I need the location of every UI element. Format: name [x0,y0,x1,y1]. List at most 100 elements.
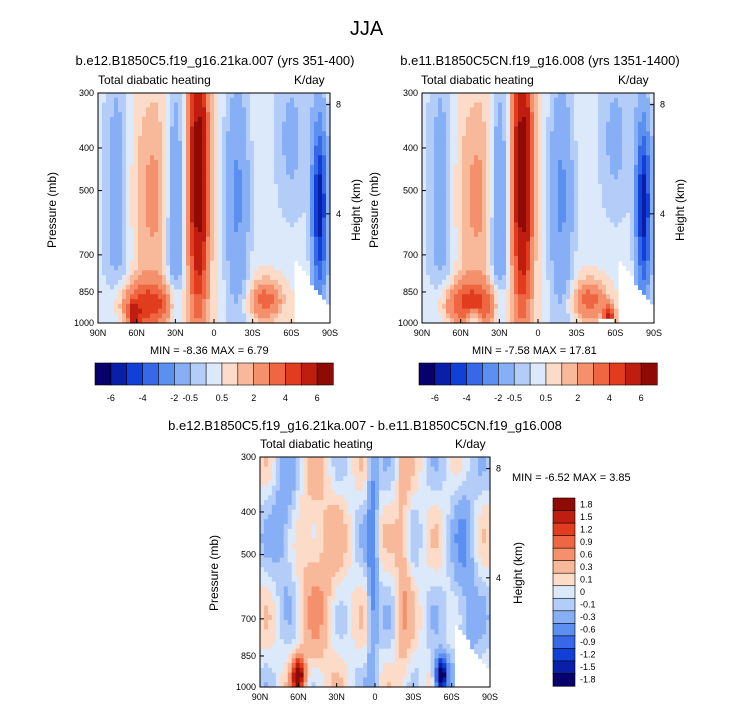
heatmap-cell [138,179,143,185]
heatmap-cell [154,289,159,295]
heatmap-cell [258,241,263,247]
heatmap-cell [538,160,543,166]
heatmap-cell [474,279,479,286]
heatmap-cell [466,294,471,300]
heatmap-cell [538,179,543,185]
heatmap-cell [142,193,147,200]
heatmap-cell [226,136,231,142]
heatmap-cell [546,303,551,310]
heatmap-cell [450,299,455,305]
heatmap-cell [322,93,327,99]
heatmap-cell [566,140,571,147]
heatmap-cell [302,231,307,238]
heatmap-cell [290,188,295,195]
heatmap-cell [574,188,579,195]
heatmap-cell [562,102,567,108]
heatmap-cell [326,299,331,305]
heatmap-cell [474,121,479,128]
heatmap-cell [554,308,559,315]
heatmap-cell [494,136,499,142]
heatmap-cell [318,93,323,99]
heatmap-cell [218,116,223,123]
heatmap-cell [102,289,107,295]
heatmap-cell [138,112,143,118]
heatmap-cell [126,231,131,238]
heatmap-cell [522,169,527,176]
heatmap-cell [442,136,447,142]
heatmap-cell [266,93,271,99]
heatmap-cell [566,174,571,180]
heatmap-cell [222,299,227,305]
heatmap-cell [270,97,275,104]
heatmap-cell [254,203,259,209]
heatmap-cell [578,131,583,137]
heatmap-cell [206,126,211,132]
heatmap-cell [534,155,539,161]
heatmap-cell [498,222,503,228]
heatmap-cell [474,193,479,200]
heatmap-cell [450,160,455,166]
heatmap-cell [502,174,507,180]
heatmap-cell [498,184,503,190]
heatmap-cell [306,126,311,132]
heatmap-cell [178,155,183,161]
heatmap-cell [474,270,479,276]
heatmap-cell [506,126,511,132]
heatmap-cell [538,208,543,214]
heatmap-cell [306,184,311,190]
heatmap-cell [122,179,127,185]
heatmap-cell [550,255,555,262]
heatmap-cell [582,227,587,233]
heatmap-cell [518,279,523,286]
heatmap-cell [242,217,247,223]
heatmap-cell [430,303,435,310]
heatmap-cell [542,102,547,108]
heatmap-cell [210,116,215,123]
heatmap-cell [486,222,491,228]
heatmap-cell [198,227,203,233]
heatmap-cell [558,179,563,185]
heatmap-cell [558,150,563,156]
heatmap-cell [190,231,195,238]
heatmap-cell [594,279,599,286]
heatmap-cell [230,208,235,214]
heatmap-cell [246,227,251,233]
heatmap-cell [466,275,471,281]
heatmap-cell [602,112,607,118]
heatmap-cell [454,193,459,200]
heatmap-cell [542,275,547,281]
heatmap-cell [230,251,235,257]
heatmap-cell [110,308,115,315]
heatmap-cell [462,308,467,315]
heatmap-cell [198,236,203,243]
heatmap-cell [138,294,143,300]
heatmap-cell [314,198,319,204]
heatmap-cell [194,150,199,156]
heatmap-cell [434,193,439,200]
heatmap-cell [570,212,575,219]
heatmap-cell [578,169,583,176]
heatmap-cell [298,140,303,147]
heatmap-cell [170,102,175,108]
heatmap-cell [446,174,451,180]
heatmap-cell [534,102,539,108]
heatmap-cell [506,188,511,195]
heatmap-cell [602,222,607,228]
heatmap-cell [514,279,519,286]
heatmap-cell [110,212,115,219]
heatmap-cell [242,260,247,267]
heatmap-cell [166,299,171,305]
heatmap-cell [302,97,307,104]
heatmap-cell [438,188,443,195]
heatmap-cell [166,260,171,267]
heatmap-cell [586,179,591,185]
heatmap-cell [302,241,307,247]
heatmap-cell [538,222,543,228]
heatmap-cell [506,150,511,156]
heatmap-cell [594,289,599,295]
heatmap-cell [194,188,199,195]
heatmap-cell [266,198,271,204]
heatmap-cell [282,227,287,233]
heatmap-cell [266,236,271,243]
heatmap-cell [274,155,279,161]
